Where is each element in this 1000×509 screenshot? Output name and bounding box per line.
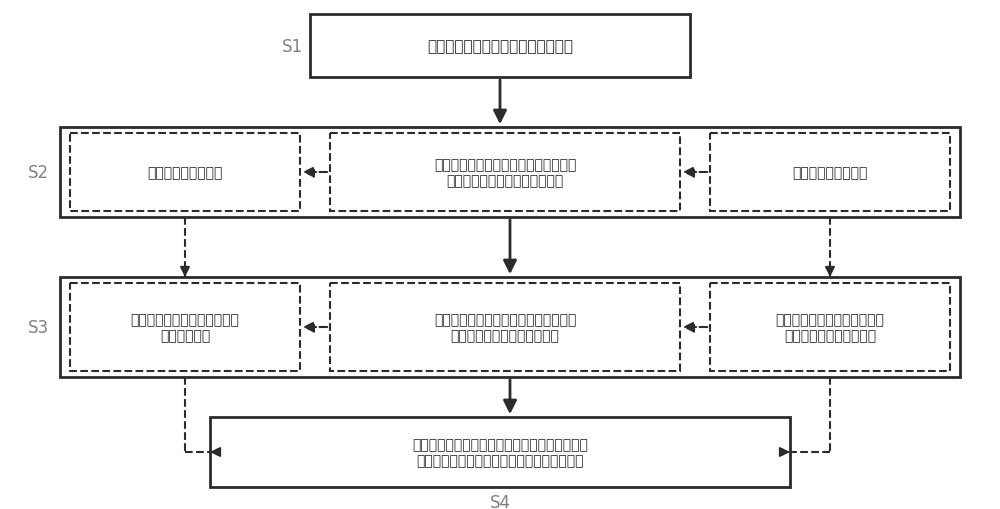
Text: 制作专用离心模型箱，分隔模型空间: 制作专用离心模型箱，分隔模型空间 (427, 39, 573, 54)
Text: 共性化离心模型试样: 共性化离心模型试样 (792, 165, 868, 180)
Text: S3: S3 (27, 318, 49, 336)
Bar (60, 277, 960, 377)
Bar (330, 284, 680, 371)
Bar (710, 134, 950, 212)
Bar (310, 15, 690, 78)
Bar (70, 134, 300, 212)
Bar (70, 284, 300, 371)
Bar (210, 417, 790, 487)
Text: 基于填土参数多样性的填方沉
降一般性规律模拟与预测: 基于填土参数多样性的填方沉 降一般性规律模拟与预测 (776, 313, 884, 343)
Text: S2: S2 (27, 164, 49, 182)
Text: 制定离心沉降稳定标准，实施离心模型
试验，获取离心试验沉降数据: 制定离心沉降稳定标准，实施离心模型 试验，获取离心试验沉降数据 (434, 313, 576, 343)
Text: 概化填方工程断面，确定关键模拟位置
和试验参数，制作离心模型试样: 概化填方工程断面，确定关键模拟位置 和试验参数，制作离心模型试样 (434, 158, 576, 188)
Bar (710, 284, 950, 371)
Text: 换算原型数据，绘制散点集群，拟合生成三维空
间本构曲面，插值计算任意工况的参数与变量: 换算原型数据，绘制散点集群，拟合生成三维空 间本构曲面，插值计算任意工况的参数与… (412, 437, 588, 467)
Bar (60, 128, 960, 217)
Bar (330, 134, 680, 212)
Text: 个性化离心模型试样: 个性化离心模型试样 (147, 165, 223, 180)
Text: S4: S4 (490, 493, 511, 509)
Text: 基于实体工程关键位置处的沉
降模拟与预测: 基于实体工程关键位置处的沉 降模拟与预测 (131, 313, 239, 343)
Text: S1: S1 (281, 38, 303, 55)
